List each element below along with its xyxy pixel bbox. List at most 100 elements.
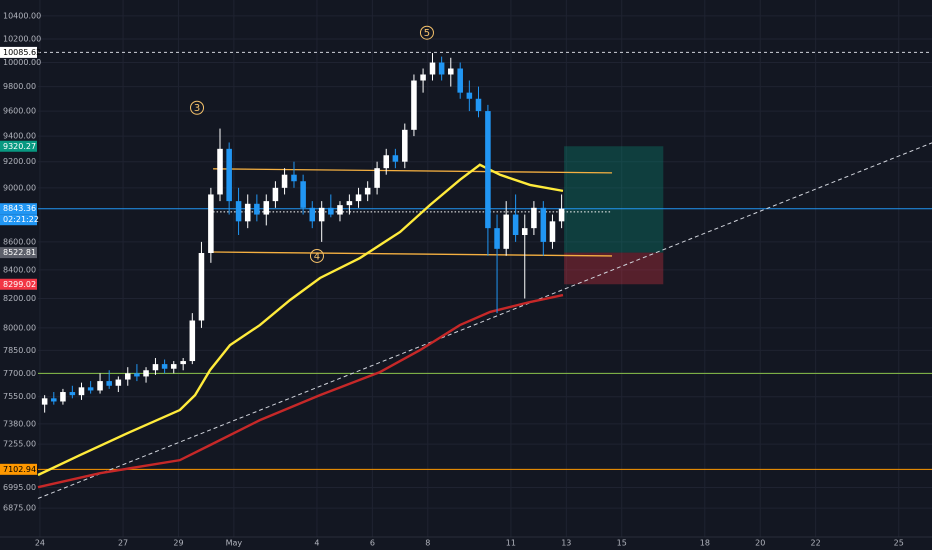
y-tick-label: 10000.00 (3, 58, 41, 67)
y-tick-label: 7380.00 (3, 419, 36, 428)
candle-body (208, 194, 214, 254)
candle-body (503, 214, 509, 249)
y-tick-label: 9600.00 (3, 107, 36, 116)
candle-body (420, 74, 426, 81)
stop-label: 8299.02 (3, 280, 36, 289)
countdown-label: 02:21:22 (3, 215, 39, 224)
price-level-label-box (0, 203, 37, 215)
candle-body (355, 194, 362, 202)
candle-body (457, 68, 463, 93)
y-tick-label: 8200.00 (3, 294, 36, 303)
y-tick-label: 8400.00 (3, 265, 36, 274)
wave-marker (190, 100, 205, 115)
trendline (37, 142, 932, 499)
y-tick-label: 7700.00 (3, 369, 36, 378)
wave-marker (309, 248, 324, 263)
candle-body (383, 155, 390, 169)
candle-body (254, 203, 260, 215)
y-tick-label: 6995.00 (3, 483, 36, 492)
candle-body (558, 208, 565, 222)
y-tick-label: 7550.00 (3, 392, 36, 401)
x-tick-label: 22 (811, 539, 821, 548)
x-tick-label: 15 (617, 539, 627, 548)
y-tick-label: 10200.00 (3, 34, 41, 43)
candle-body (97, 381, 103, 391)
y-tick-label: 8600.00 (3, 237, 36, 246)
candle-body (318, 207, 325, 222)
candle-body (531, 207, 537, 229)
candle-body (475, 98, 482, 112)
candle-body (411, 80, 417, 130)
candle-body (364, 187, 371, 195)
channel-top (213, 168, 613, 174)
candle-body (78, 387, 85, 396)
candle-body (549, 221, 556, 242)
x-tick-label: 8 (425, 539, 430, 548)
wave-label: 5 (424, 28, 430, 39)
price-level-label: 10085.62 (3, 48, 41, 57)
candle-body (263, 201, 270, 215)
x-tick-label: 29 (173, 539, 183, 548)
candle-body (189, 320, 196, 362)
candle-body (328, 207, 334, 215)
candle-body (51, 398, 57, 402)
candle-body (106, 381, 112, 386)
stop-zone (564, 252, 664, 285)
candle-body (152, 364, 159, 371)
stop-label-box (0, 278, 37, 290)
y-tick-label: 9400.00 (3, 132, 36, 141)
candle-body (429, 62, 436, 75)
candle-body (161, 364, 168, 369)
candle-body (69, 392, 76, 396)
candle-body (226, 148, 232, 202)
y-tick-label: 7255.00 (3, 440, 36, 449)
price-level-label: 8843.36 (3, 204, 36, 213)
candle-body (374, 168, 380, 188)
y-tick-label: 9000.00 (3, 183, 36, 192)
candle-body (521, 228, 528, 236)
y-tick-label: 8000.00 (3, 323, 36, 332)
candle-body (466, 92, 473, 99)
price-level-label-box (0, 463, 37, 475)
candle-body (494, 228, 500, 249)
x-tick-label: 18 (700, 539, 710, 548)
candle-body (291, 174, 297, 182)
channel-bottom (213, 251, 613, 257)
candle-body (41, 398, 48, 405)
x-tick-label: 27 (118, 539, 128, 548)
x-tick-label: 24 (35, 539, 45, 548)
x-tick-label: 20 (755, 539, 765, 548)
x-tick-label: 13 (561, 539, 571, 548)
candle-body (346, 201, 353, 206)
candle-body (448, 68, 454, 75)
candle-body (180, 361, 186, 365)
candle-body (392, 155, 399, 162)
entry-label: 8522.81 (3, 248, 36, 257)
candle-body (143, 370, 149, 377)
candle-body (438, 62, 445, 75)
target-label-box (0, 140, 37, 152)
y-tick-label: 7850.00 (3, 346, 36, 355)
moving-average (37, 163, 564, 477)
candle-body (115, 379, 122, 386)
candle-body (235, 201, 242, 222)
entry-label-box (0, 247, 37, 259)
candle-body (300, 181, 306, 208)
y-tick-label: 6875.00 (3, 504, 36, 513)
candle-body (170, 364, 177, 369)
candle-body (272, 187, 279, 202)
x-tick-label: 11 (506, 539, 516, 548)
x-tick-label: 4 (314, 539, 319, 548)
candle-body (540, 207, 547, 242)
candle-body (402, 129, 408, 162)
candle-body (217, 148, 223, 195)
candle-body (337, 205, 343, 215)
candle-body (134, 373, 140, 377)
price-level-label: 7102.94 (3, 465, 36, 474)
wave-label: 3 (194, 103, 200, 114)
target-zone (564, 146, 664, 253)
y-tick-label: 10400.00 (3, 11, 41, 20)
candle-body (485, 111, 491, 229)
